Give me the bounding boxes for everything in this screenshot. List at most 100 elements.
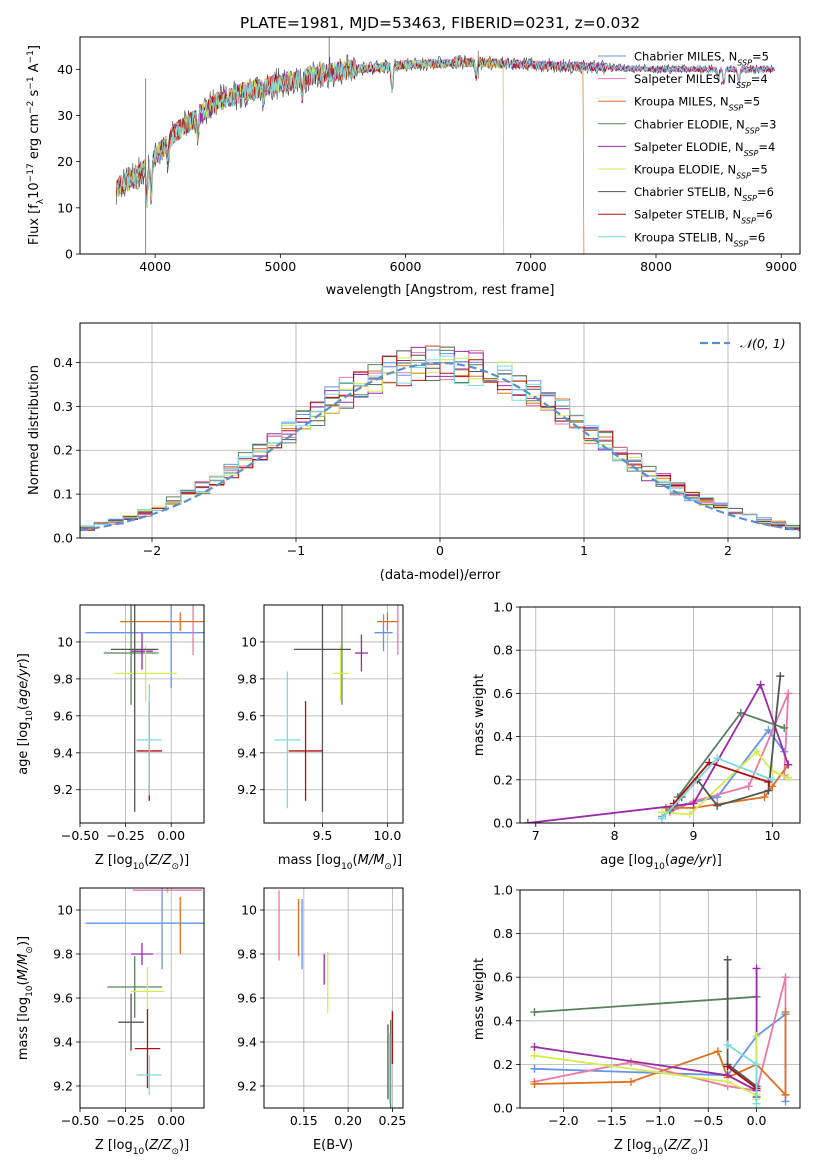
label-part: ( xyxy=(663,1138,668,1153)
weight-marker xyxy=(723,1040,732,1049)
label-part: mass [log xyxy=(278,853,341,868)
spectrum-series xyxy=(115,57,505,254)
weight-marker xyxy=(784,760,793,769)
weight-series xyxy=(530,1032,761,1104)
label-part: ( xyxy=(144,853,149,868)
legend-label: Kroupa STELIB, NSSP=6 xyxy=(634,230,765,248)
histogram-series xyxy=(80,355,800,531)
y-tick-label: 1.0 xyxy=(493,600,513,615)
legend-nssp: =5 xyxy=(752,50,769,64)
errorbar-point xyxy=(377,612,398,631)
plot-area xyxy=(530,955,790,1108)
label-part: 10 xyxy=(652,1147,664,1157)
x-tick-label: 8 xyxy=(611,828,619,843)
x-tick-label: 0.00 xyxy=(157,1113,185,1128)
x-tick-label: 0.20 xyxy=(334,1113,362,1128)
label-part: ( xyxy=(144,1138,149,1153)
errorbar-point xyxy=(136,1055,163,1095)
legend-label: Chabrier ELODIE, NSSP=3 xyxy=(634,117,776,135)
weight-series xyxy=(723,1040,761,1108)
weight-marker xyxy=(784,689,793,698)
panel-spectrum: 4000 5000 6000 7000 8000 9000 0 10 20 30 40 Chabrie… xyxy=(26,36,801,298)
label-part: ( xyxy=(353,853,358,868)
x-tick-label: −0.25 xyxy=(106,828,144,843)
legend-nssp: =3 xyxy=(760,117,777,131)
legend-sub: SSP xyxy=(744,148,759,157)
panel-residuals: −2 −1 0 1 2 0.0 0.1 0.2 0.3 0.4 𝒩(0, 1) (data-model… xyxy=(27,322,801,583)
x-tick-label: −1.5 xyxy=(597,1113,627,1128)
grid-lines xyxy=(264,888,403,1108)
axes: −2 −1 0 1 2 0.0 0.1 0.2 0.3 0.4 xyxy=(53,355,732,558)
axes: −0.50 −0.25 0.00 9.2 9.4 9.6 9.8 10 xyxy=(53,634,185,843)
legend-nssp: =6 xyxy=(757,185,774,199)
weight-marker xyxy=(530,1008,539,1017)
y-tick-label: 10 xyxy=(57,634,73,649)
weight-marker xyxy=(713,801,722,810)
legend-model: Kroupa MILES, N xyxy=(634,95,729,109)
label-part: M/M xyxy=(16,954,31,981)
weight-marker xyxy=(760,793,769,802)
x-tick-label: 5000 xyxy=(264,259,296,274)
normal-reference-curve xyxy=(80,361,800,532)
y-tick-label: 0.4 xyxy=(493,1013,513,1028)
label-part: ⊙ xyxy=(171,1147,179,1157)
x-axis-label: wavelength [Angstrom, rest frame] xyxy=(326,283,555,298)
weight-marker xyxy=(780,723,789,732)
y-tick-label: 9.2 xyxy=(237,782,257,797)
errorbar-point xyxy=(288,701,323,801)
label-part: −17 xyxy=(26,163,36,182)
grid-lines xyxy=(264,605,403,823)
x-tick-label: 0.15 xyxy=(290,1113,318,1128)
errorbar-point xyxy=(85,605,204,689)
weight-marker xyxy=(723,955,732,964)
label-part: 10 xyxy=(25,985,35,997)
weight-marker xyxy=(713,754,722,763)
legend-sub: SSP xyxy=(745,126,760,135)
errorbar-point xyxy=(132,888,203,893)
x-tick-label: 1 xyxy=(580,543,588,558)
spectrum-series xyxy=(115,54,775,205)
x-tick-label: −2.0 xyxy=(548,1113,578,1128)
label-part: ( xyxy=(16,980,31,985)
weight-marker xyxy=(764,786,773,795)
label-part: Flux [f xyxy=(27,204,42,245)
label-part: ( xyxy=(16,705,31,710)
weight-marker xyxy=(752,1099,761,1108)
y-tick-label: 0.4 xyxy=(493,729,513,744)
weight-marker xyxy=(781,1090,790,1099)
y-tick-label: 9.4 xyxy=(53,1035,73,1050)
label-part: A xyxy=(27,63,42,76)
figure-title: PLATE=1981, MJD=53463, FIBERID=0231, z=0… xyxy=(240,14,640,32)
axes-frame xyxy=(79,36,801,255)
plot-area xyxy=(274,605,399,812)
y-tick-label: 30 xyxy=(57,108,73,123)
y-tick-label: 9.4 xyxy=(237,745,257,760)
legend-label: Salpeter MILES, NSSP=4 xyxy=(634,72,768,90)
weight-marker xyxy=(752,1060,761,1069)
label-part: −1 xyxy=(26,76,36,89)
errorbar-point xyxy=(293,605,352,812)
legend-model: Kroupa STELIB, N xyxy=(634,230,734,244)
y-tick-label: 0.2 xyxy=(53,443,73,458)
weight-series xyxy=(523,680,793,823)
y-tick-label: 0.6 xyxy=(493,970,513,985)
x-tick-label: −0.5 xyxy=(693,1113,723,1128)
weight-marker xyxy=(530,1064,539,1073)
x-tick-label: 2 xyxy=(724,543,732,558)
x-tick-label: −1.0 xyxy=(645,1113,675,1128)
y-tick-label: 9.2 xyxy=(237,1079,257,1094)
y-tick-label: 0.2 xyxy=(493,1057,513,1072)
label-part: ⊙ xyxy=(25,946,35,954)
x-tick-label: 9 xyxy=(690,828,698,843)
legend-label: Chabrier MILES, NSSP=5 xyxy=(634,50,769,68)
weight-line xyxy=(534,968,758,1093)
legend-sub: SSP xyxy=(736,171,751,180)
y-tick-label: 0 xyxy=(65,247,73,262)
label-part: λ xyxy=(36,198,46,204)
label-part: )] xyxy=(392,853,402,868)
x-tick-label: 0.25 xyxy=(378,1113,406,1128)
label-part: 10 xyxy=(653,862,665,872)
y-tick-label: 40 xyxy=(57,62,73,77)
